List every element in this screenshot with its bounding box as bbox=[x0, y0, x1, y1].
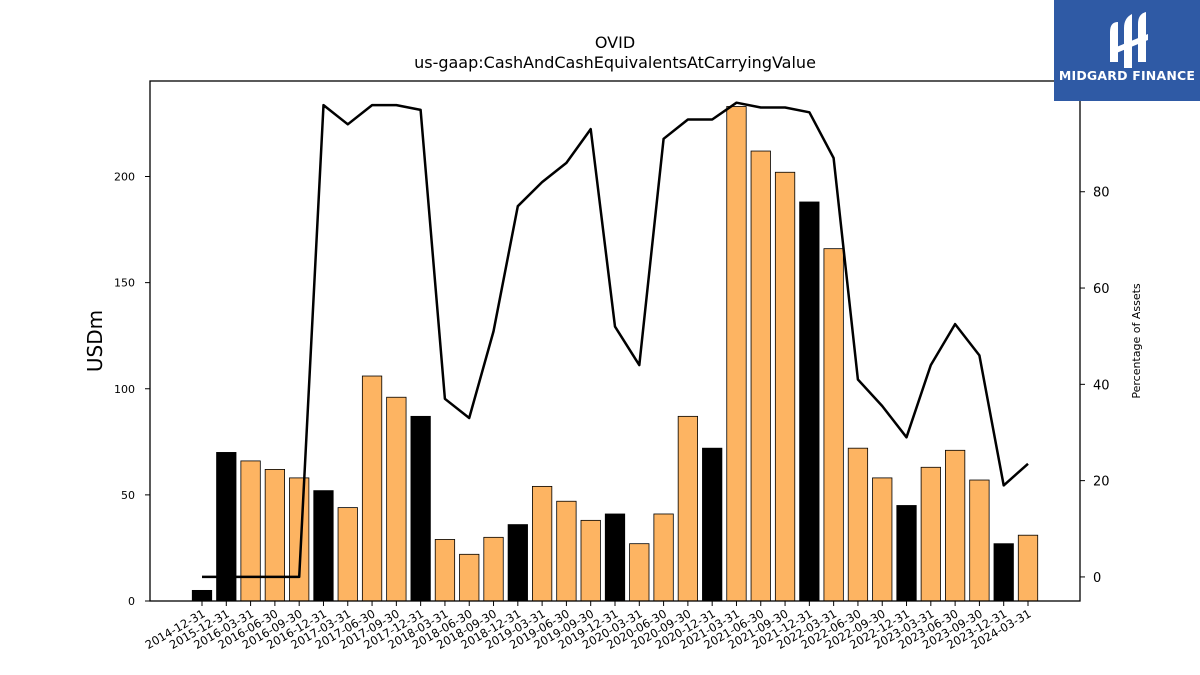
right-tick-label: 80 bbox=[1093, 186, 1110, 201]
bar bbox=[750, 150, 771, 602]
bar bbox=[264, 469, 285, 602]
bar bbox=[799, 201, 820, 602]
left-tick-label: 100 bbox=[114, 383, 135, 396]
y-axis-label: USDm bbox=[83, 310, 107, 372]
bar bbox=[289, 477, 310, 602]
bar bbox=[434, 539, 456, 602]
bar bbox=[920, 466, 941, 602]
right-tick-label: 40 bbox=[1093, 378, 1110, 393]
bar bbox=[993, 543, 1014, 602]
chart-title: OVID bbox=[595, 33, 635, 52]
bar bbox=[240, 460, 261, 602]
bar bbox=[216, 452, 237, 602]
bar bbox=[1017, 534, 1039, 602]
bar bbox=[629, 543, 650, 602]
left-tick-label: 0 bbox=[128, 595, 135, 608]
left-axis: 0 50 100 150 200 bbox=[114, 171, 150, 608]
bar bbox=[872, 477, 893, 602]
bar bbox=[556, 500, 577, 602]
bar bbox=[896, 505, 917, 602]
left-tick-label: 200 bbox=[114, 171, 135, 184]
y-axis-label-right: Percentage of Assets bbox=[1130, 283, 1143, 399]
bar bbox=[774, 171, 796, 602]
percentage-line bbox=[202, 101, 1029, 579]
left-tick-label: 50 bbox=[121, 489, 135, 502]
logo-text: MIDGARD FINANCE bbox=[1058, 68, 1196, 83]
bar bbox=[945, 449, 966, 602]
bar bbox=[677, 415, 699, 602]
bar bbox=[726, 106, 747, 602]
x-axis: 2014-12-312015-12-312016-03-312016-06-30… bbox=[143, 601, 1034, 652]
bar bbox=[532, 485, 553, 602]
bar bbox=[604, 513, 626, 602]
right-axis: 020406080100 bbox=[1080, 89, 1118, 586]
bar bbox=[483, 536, 504, 602]
logo-mark-icon bbox=[1110, 12, 1148, 68]
chart-subtitle: us-gaap:CashAndCashEquivalentsAtCarrying… bbox=[414, 53, 816, 72]
brand-logo: MIDGARD FINANCE bbox=[1054, 0, 1200, 101]
bar bbox=[823, 248, 844, 602]
bar bbox=[653, 513, 674, 602]
bar bbox=[507, 524, 528, 602]
bar bbox=[361, 375, 383, 602]
bar bbox=[580, 519, 601, 602]
bar bbox=[386, 396, 407, 602]
bar bbox=[313, 490, 334, 602]
bar bbox=[191, 589, 213, 602]
left-tick-label: 150 bbox=[114, 277, 135, 290]
line-series bbox=[202, 101, 1029, 579]
bar bbox=[459, 553, 480, 602]
right-tick-label: 0 bbox=[1093, 571, 1101, 586]
bar bbox=[847, 447, 869, 602]
bar bbox=[969, 479, 990, 602]
bar bbox=[337, 507, 358, 602]
bar-series bbox=[191, 106, 1039, 602]
bar bbox=[410, 415, 431, 602]
right-tick-label: 60 bbox=[1093, 282, 1110, 297]
right-tick-label: 20 bbox=[1093, 475, 1110, 490]
bar bbox=[702, 447, 723, 602]
